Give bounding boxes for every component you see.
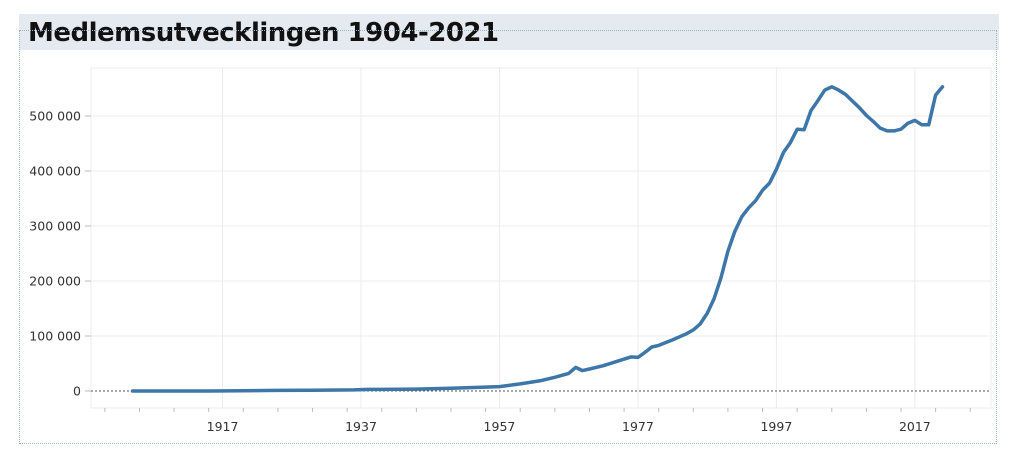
y-tick-label: 500 000 — [29, 109, 81, 124]
x-tick-label: 1957 — [484, 419, 516, 434]
y-tick-label: 400 000 — [29, 164, 81, 179]
title-bar — [19, 14, 999, 50]
chart-frame — [19, 30, 997, 444]
y-grid — [91, 115, 991, 337]
y-tick-label: 200 000 — [29, 274, 81, 289]
x-tick-label: 1977 — [622, 419, 654, 434]
y-tick-label: 100 000 — [29, 329, 81, 344]
x-tick-label: 2017 — [899, 419, 931, 434]
x-tick-label: 1937 — [345, 419, 377, 434]
y-tick-label: 0 — [73, 384, 81, 399]
x-tick-label: 1997 — [760, 419, 792, 434]
x-grid — [222, 68, 916, 408]
x-tick-label: 1917 — [207, 419, 239, 434]
y-tick-label: 300 000 — [29, 219, 81, 234]
x-axis: 1917 1937 1957 1977 1997 2017 — [104, 408, 971, 434]
y-axis: 0 100 000 200 000 300 000 400 000 500 000 — [29, 109, 91, 399]
plot-area-border — [90, 67, 992, 409]
series-line-members — [130, 85, 945, 393]
chart-title: Medlemsutvecklingen 1904-2021 — [28, 18, 499, 48]
